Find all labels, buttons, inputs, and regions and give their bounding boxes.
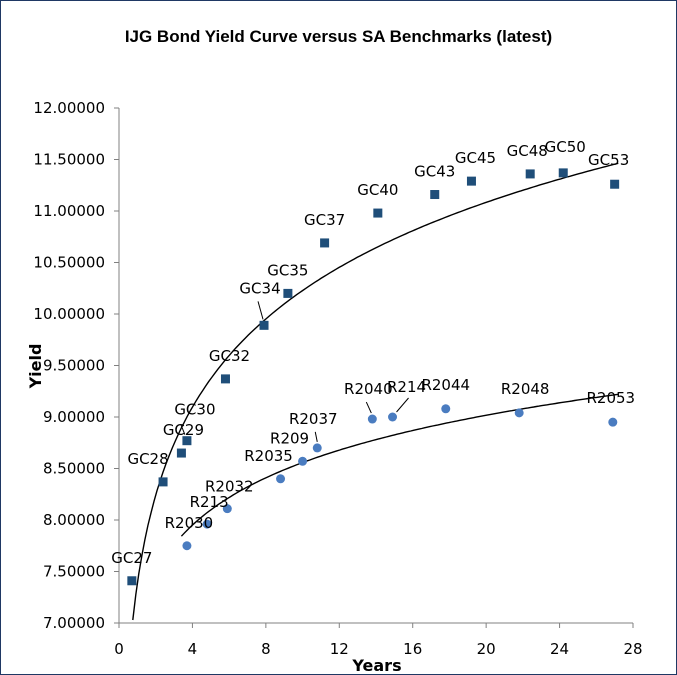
y-tick-label: 7.00000 <box>43 614 105 632</box>
circle-marker <box>222 504 232 514</box>
point-label: GC27 <box>111 549 152 567</box>
point-label: R2032 <box>205 478 254 496</box>
point-label: GC45 <box>455 149 496 167</box>
y-tick-label: 11.00000 <box>33 202 105 220</box>
square-marker <box>558 168 568 178</box>
point-labels: GC27GC28GC29GC30GC32GC34GC35GC37GC40GC43… <box>111 138 635 567</box>
circle-marker <box>312 443 322 453</box>
y-tick-label: 8.00000 <box>43 511 105 529</box>
point-label: GC43 <box>414 163 455 181</box>
data-points <box>127 168 620 586</box>
y-tick-label: 10.50000 <box>33 254 105 272</box>
axes: 7.00000 7.50000 8.00000 8.50000 9.00000 9.500… <box>33 99 642 658</box>
point-label: GC50 <box>545 138 586 156</box>
x-tick-label: 12 <box>330 640 349 658</box>
point-label: R213 <box>190 493 229 511</box>
y-tick-label: 9.50000 <box>43 357 105 375</box>
point-label: R2048 <box>501 380 550 398</box>
circle-marker <box>514 408 524 418</box>
point-label: GC32 <box>209 347 250 365</box>
label-leader-line <box>180 424 186 435</box>
point-label: GC48 <box>507 142 548 160</box>
x-axis-label: Years <box>351 656 401 675</box>
point-label: GC37 <box>304 211 345 229</box>
x-tick-label: 20 <box>477 640 496 658</box>
circle-marker <box>367 414 377 424</box>
label-leader-line <box>257 301 264 320</box>
y-tick-label: 9.00000 <box>43 408 105 426</box>
circle-marker <box>182 541 192 551</box>
y-tick-label: 7.50000 <box>43 563 105 581</box>
point-label: R214 <box>387 378 426 396</box>
circle-marker <box>202 519 212 529</box>
circle-marker <box>276 474 286 484</box>
square-marker <box>220 374 230 384</box>
y-tick-label: 12.00000 <box>33 99 105 117</box>
y-tick-label: 8.50000 <box>43 460 105 478</box>
x-tick-label: 24 <box>550 640 569 658</box>
trendlines <box>132 162 619 621</box>
point-label: R2053 <box>587 389 636 407</box>
square-marker <box>182 436 192 446</box>
point-label: GC53 <box>588 151 629 169</box>
square-marker <box>127 576 137 586</box>
square-marker <box>373 208 383 218</box>
y-tick-label: 10.00000 <box>33 305 105 323</box>
point-label: R2030 <box>165 514 214 532</box>
circle-marker <box>608 417 618 427</box>
label-leader-line <box>396 397 409 413</box>
label-leader-line <box>314 431 318 442</box>
square-marker <box>430 190 440 200</box>
circle-marker <box>298 456 308 466</box>
circle-marker <box>441 404 451 414</box>
y-tick-label: 11.50000 <box>33 151 105 169</box>
point-label: R2035 <box>244 447 293 465</box>
circle-marker <box>388 412 398 422</box>
trendline <box>132 162 619 621</box>
label-leader-line <box>365 401 372 414</box>
point-label: R2040 <box>344 380 393 398</box>
trendline <box>180 393 619 537</box>
square-marker <box>466 176 476 186</box>
point-label: R2037 <box>289 410 338 428</box>
point-label: GC35 <box>267 261 308 279</box>
square-marker <box>320 238 330 248</box>
x-tick-label: 28 <box>623 640 642 658</box>
x-tick-label: 16 <box>403 640 422 658</box>
square-marker <box>610 179 620 189</box>
square-marker <box>158 477 168 487</box>
point-label: R209 <box>270 429 309 447</box>
square-marker <box>283 288 293 298</box>
y-axis-label: Yield <box>26 344 45 390</box>
square-marker <box>259 320 269 330</box>
point-label: R2044 <box>421 376 470 394</box>
point-label: GC34 <box>239 279 280 297</box>
x-tick-label: 0 <box>114 640 124 658</box>
x-tick-label: 4 <box>188 640 198 658</box>
square-marker <box>525 169 535 179</box>
chart-title: IJG Bond Yield Curve versus SA Benchmark… <box>124 27 553 46</box>
point-label: GC30 <box>174 401 215 419</box>
point-label: GC28 <box>127 450 168 468</box>
point-label: GC40 <box>357 181 398 199</box>
x-tick-label: 8 <box>261 640 271 658</box>
square-marker <box>176 448 186 458</box>
